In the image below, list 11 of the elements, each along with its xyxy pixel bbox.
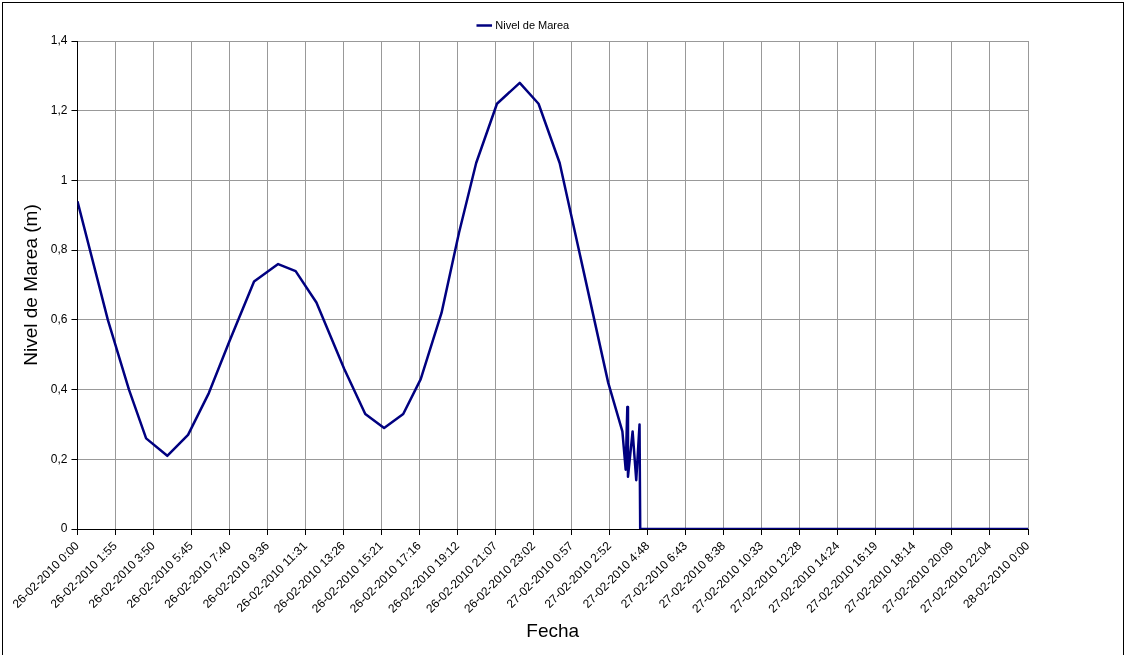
y-tick-label: 1,2	[50, 103, 68, 118]
y-tick-label: 0,8	[50, 242, 68, 257]
y-axis-title: Nivel de Marea (m)	[19, 204, 41, 366]
y-tick-label: 1	[60, 172, 68, 187]
y-tick-label: 0,6	[50, 312, 68, 327]
y-tick-label: 1,4	[50, 33, 68, 48]
legend-label: Nivel de Marea	[495, 18, 571, 31]
y-tick-label: 0	[60, 521, 68, 536]
y-tick-label: 0,2	[50, 451, 68, 466]
y-tick-label: 0,4	[50, 381, 68, 396]
x-axis-title: Fecha	[526, 619, 580, 641]
